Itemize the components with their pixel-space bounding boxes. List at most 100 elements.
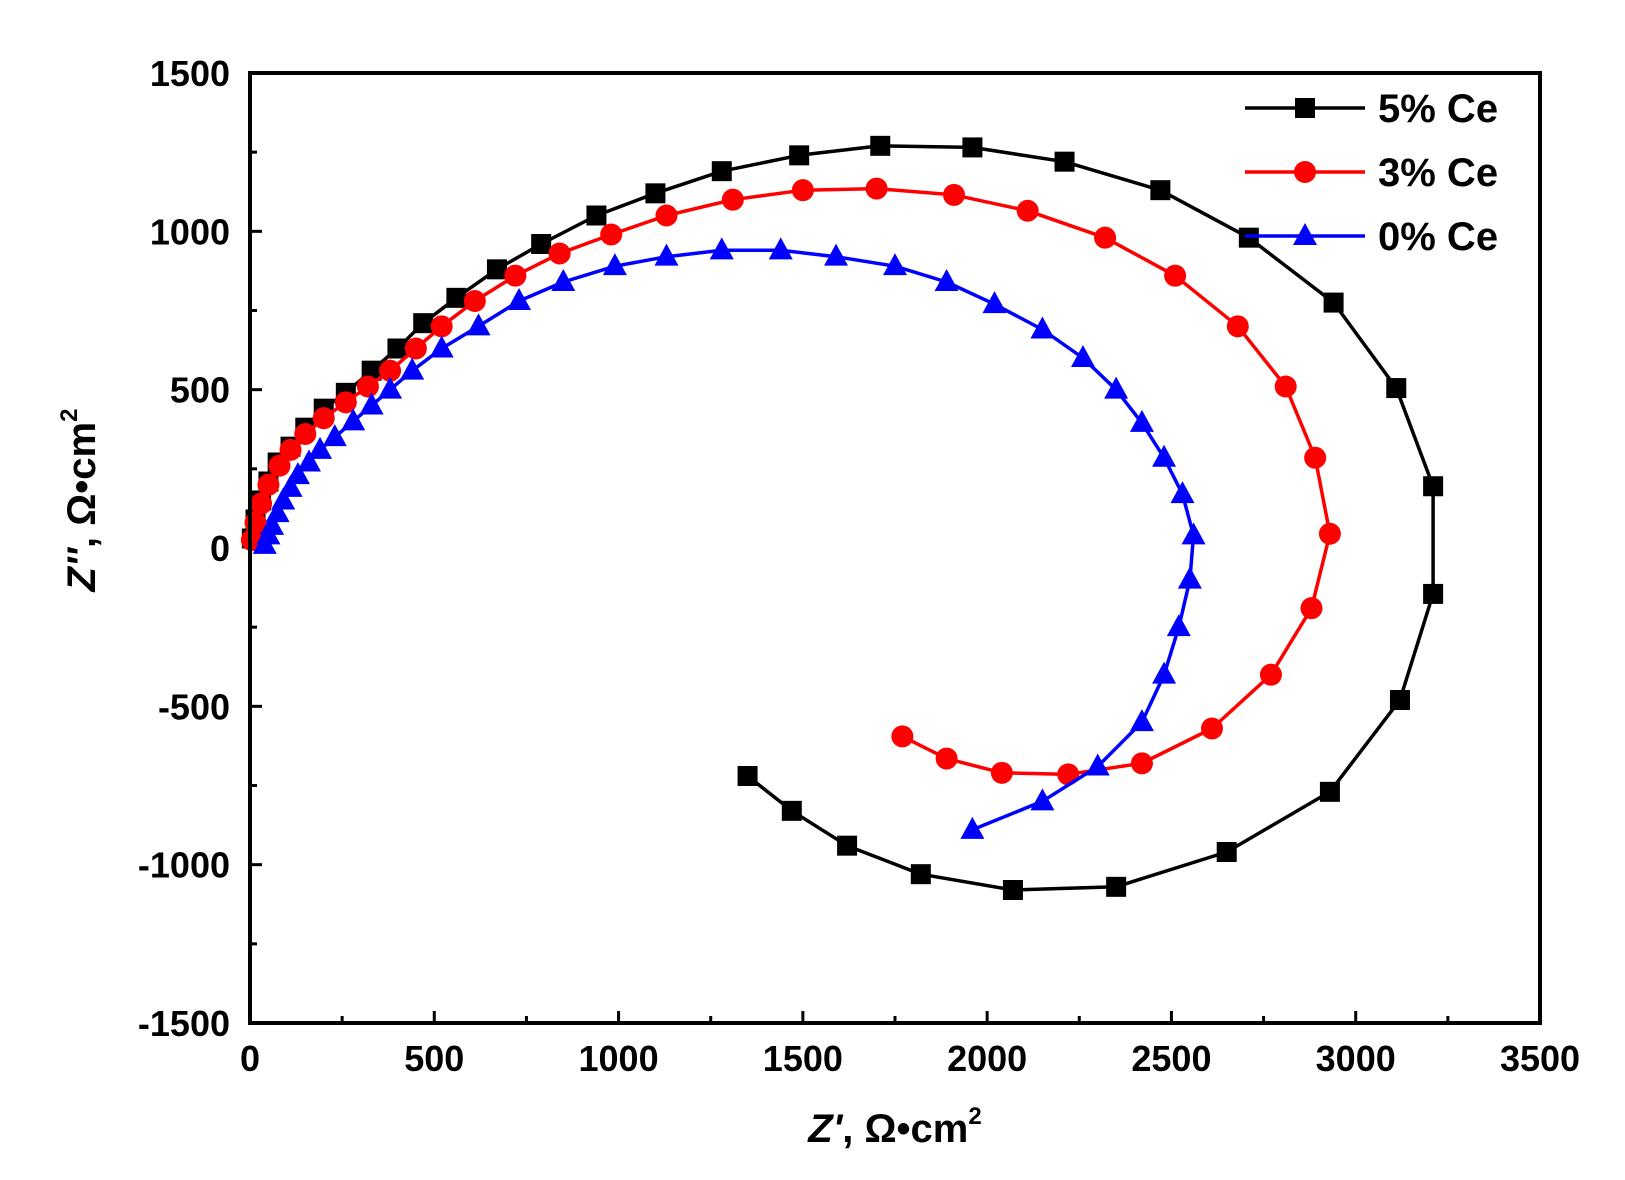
data-point xyxy=(551,269,576,291)
legend-label: 3% Ce xyxy=(1378,151,1498,195)
data-point xyxy=(870,135,891,156)
legend-item: 0% Ce xyxy=(1245,215,1498,259)
data-point xyxy=(982,291,1007,314)
y-tick-label: 500 xyxy=(170,370,230,411)
data-point xyxy=(737,766,758,786)
data-point xyxy=(1150,180,1171,201)
data-point xyxy=(334,391,357,414)
data-point xyxy=(296,449,321,472)
data-point xyxy=(379,359,402,382)
data-point xyxy=(990,761,1013,784)
y-tick-label: -1000 xyxy=(138,845,230,886)
data-point xyxy=(1054,151,1075,172)
data-point xyxy=(1304,446,1327,469)
x-tick-label: 1000 xyxy=(579,1038,659,1079)
data-point xyxy=(1200,717,1223,740)
data-point xyxy=(1259,663,1282,686)
data-point xyxy=(285,462,310,485)
data-point xyxy=(1177,566,1202,589)
data-point xyxy=(824,243,849,266)
data-point xyxy=(1386,378,1407,399)
data-point xyxy=(265,500,290,523)
tick-labels: 0 500 1000 1500 2000 2500 3000 3500 -1500 -1000 -5… xyxy=(138,53,1580,1079)
data-point xyxy=(768,237,793,260)
legend-marker xyxy=(1294,161,1316,183)
data-point xyxy=(271,487,296,510)
data-point xyxy=(934,269,959,291)
x-axis-label-exponent: 2 xyxy=(968,1103,981,1130)
data-point xyxy=(709,237,734,260)
data-point xyxy=(486,259,507,280)
data-point xyxy=(935,747,958,770)
data-point xyxy=(341,408,366,431)
x-axis-label-symbol: Z' xyxy=(807,1107,843,1151)
series-1 xyxy=(240,177,1341,786)
data-point xyxy=(466,313,491,336)
data-point xyxy=(1104,376,1129,399)
data-point xyxy=(1106,876,1127,897)
data-point xyxy=(1016,199,1039,222)
data-point xyxy=(1164,264,1187,287)
data-point xyxy=(645,183,666,204)
y-tick-label: 0 xyxy=(210,528,230,569)
data-point xyxy=(1323,292,1344,313)
data-point xyxy=(1300,597,1323,620)
data-point xyxy=(446,287,467,308)
data-point xyxy=(279,438,302,461)
legend-item: 3% Ce xyxy=(1245,151,1498,195)
data-point xyxy=(260,512,285,535)
data-point xyxy=(356,375,379,398)
data-point xyxy=(1152,444,1177,467)
data-point xyxy=(1423,476,1444,497)
data-point xyxy=(257,473,280,496)
data-point xyxy=(1152,661,1177,684)
data-point xyxy=(655,204,678,227)
data-point xyxy=(960,816,985,839)
data-point xyxy=(711,161,732,182)
data-point xyxy=(1130,752,1153,775)
data-point xyxy=(602,253,627,276)
x-tick-label: 2500 xyxy=(1131,1038,1211,1079)
data-point xyxy=(1030,788,1055,811)
x-tick-label: 0 xyxy=(240,1038,260,1079)
data-point xyxy=(359,392,384,415)
data-point xyxy=(1319,781,1340,802)
data-point xyxy=(1002,880,1023,900)
data-point xyxy=(378,376,403,399)
data-point xyxy=(910,864,931,885)
series-2 xyxy=(252,237,1206,839)
data-point xyxy=(531,234,552,254)
data-point xyxy=(1216,842,1237,862)
data-point xyxy=(883,253,907,276)
data-point xyxy=(789,145,810,166)
x-tick-label: 3500 xyxy=(1500,1038,1580,1079)
y-axis-label-exponent: 2 xyxy=(56,409,83,422)
x-axis-label-unit: , Ω•cm xyxy=(842,1107,968,1151)
data-point xyxy=(1070,345,1095,367)
y-axis-label: Z'', Ω•cm2 xyxy=(56,409,104,593)
data-point xyxy=(250,492,273,515)
data-point xyxy=(1030,316,1055,339)
data-point xyxy=(865,177,888,200)
data-point xyxy=(586,205,607,226)
data-point xyxy=(600,223,623,246)
data-point xyxy=(1318,522,1341,545)
legend-marker xyxy=(1295,98,1315,118)
data-point xyxy=(891,725,914,748)
legend: 5% Ce 3% Ce 0% Ce xyxy=(1245,87,1498,259)
data-point xyxy=(837,835,858,856)
data-point xyxy=(781,800,802,821)
x-tick-label: 500 xyxy=(404,1038,464,1079)
data-point xyxy=(1423,583,1444,604)
data-point xyxy=(942,183,965,206)
legend-label: 5% Ce xyxy=(1378,87,1498,131)
data-point xyxy=(504,264,527,287)
legend-item: 5% Ce xyxy=(1245,87,1498,131)
data-point xyxy=(1166,614,1191,637)
x-tick-label: 3000 xyxy=(1316,1038,1396,1079)
data-point xyxy=(1226,315,1249,338)
data-point xyxy=(463,290,486,312)
data-point xyxy=(413,313,434,334)
y-tick-label: -1500 xyxy=(138,1003,230,1044)
